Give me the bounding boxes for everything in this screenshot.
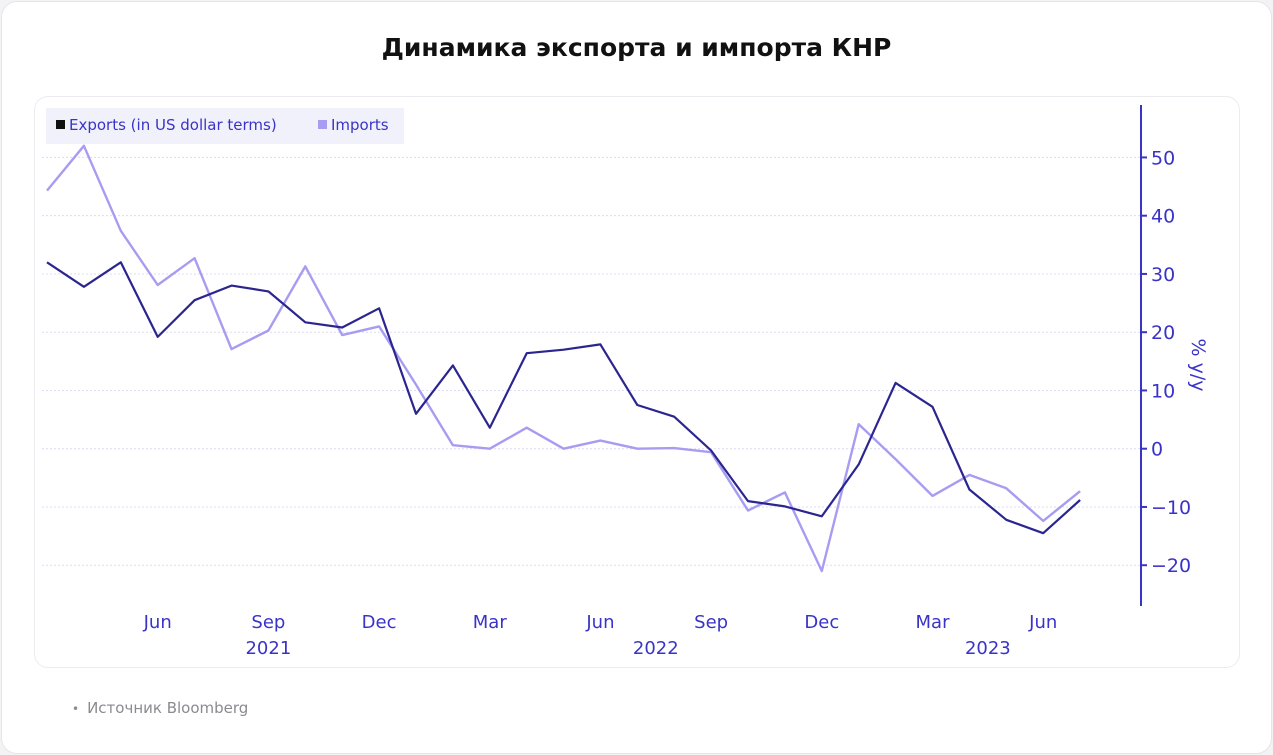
bullet-icon: • bbox=[72, 702, 80, 716]
x-year-label: 2023 bbox=[965, 638, 1011, 659]
legend-item-exports: Exports (in US dollar terms) bbox=[56, 116, 277, 134]
legend-swatch-exports bbox=[56, 120, 65, 129]
y-tick-label: 30 bbox=[1151, 264, 1175, 286]
y-tick-label: 40 bbox=[1151, 206, 1175, 228]
x-year-label: 2021 bbox=[245, 638, 291, 659]
legend-label-exports: Exports (in US dollar terms) bbox=[69, 116, 277, 134]
y-axis: 50 40 30 20 10 0 −10 −20 bbox=[1140, 105, 1191, 606]
x-tick-label: Jun bbox=[143, 612, 172, 633]
page-title: Динамика экспорта и импорта КНР bbox=[381, 33, 892, 62]
grid-lines bbox=[42, 156, 1141, 566]
chart-frame bbox=[34, 96, 1240, 668]
x-tick-label: Jun bbox=[585, 612, 614, 633]
source-note: • Источник Bloomberg bbox=[72, 699, 248, 717]
imports-line bbox=[46, 144, 1081, 573]
series-lines bbox=[46, 144, 1081, 573]
y-tick-label: −10 bbox=[1151, 497, 1191, 519]
x-tick-label: Mar bbox=[473, 612, 508, 633]
y-axis-label: % y/y bbox=[1187, 339, 1209, 392]
source-text: Источник Bloomberg bbox=[87, 699, 249, 717]
legend-swatch-imports bbox=[318, 120, 327, 129]
x-axis: Jun Sep Dec Mar Jun Sep Dec Mar Jun 2021 2022 2023 bbox=[143, 612, 1058, 659]
x-year-label: 2022 bbox=[633, 638, 679, 659]
y-tick-label: −20 bbox=[1151, 555, 1191, 577]
x-tick-label: Jun bbox=[1028, 612, 1057, 633]
exports-line bbox=[46, 261, 1081, 535]
x-tick-label: Dec bbox=[362, 612, 397, 633]
x-tick-label: Dec bbox=[804, 612, 839, 633]
y-tick-label: 10 bbox=[1151, 380, 1175, 402]
legend bbox=[46, 108, 404, 144]
x-tick-label: Sep bbox=[694, 612, 728, 633]
y-tick-label: 50 bbox=[1151, 147, 1175, 169]
legend-label-imports: Imports bbox=[331, 116, 389, 134]
y-tick-label: 0 bbox=[1151, 439, 1163, 461]
x-tick-label: Mar bbox=[916, 612, 951, 633]
y-tick-label: 20 bbox=[1151, 322, 1175, 344]
legend-item-imports: Imports bbox=[318, 116, 389, 134]
x-tick-label: Sep bbox=[251, 612, 285, 633]
